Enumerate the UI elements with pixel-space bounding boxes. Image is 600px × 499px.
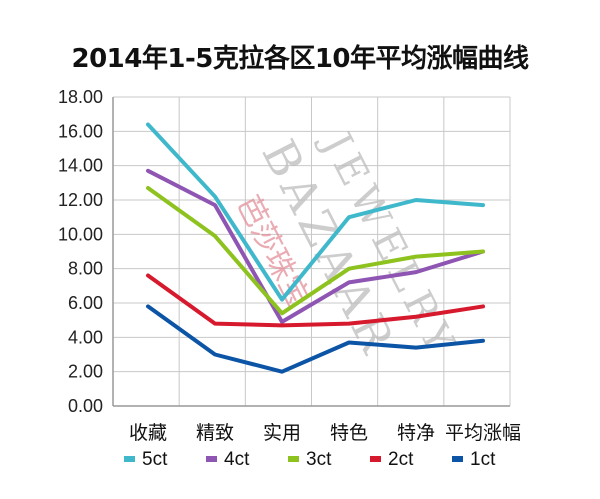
y-tick-label: 16.00	[58, 121, 103, 141]
chart-title: 2014年1-5克拉各区10年平均涨幅曲线	[71, 44, 529, 74]
x-tick-label: 精致	[196, 422, 234, 444]
y-tick-label: 18.00	[58, 87, 103, 107]
x-tick-label: 特净	[397, 422, 435, 444]
series-line-3ct	[146, 185, 485, 316]
y-tick-label: 10.00	[58, 224, 103, 244]
y-tick-label: 14.00	[58, 156, 103, 176]
y-tick-label: 0.00	[68, 396, 103, 416]
legend-label-3ct: 3ct	[306, 449, 332, 470]
y-tick-label: 2.00	[68, 362, 103, 382]
legend-swatch-2ct	[370, 456, 381, 462]
x-tick-label: 特色	[330, 422, 368, 444]
x-tick-label: 实用	[263, 422, 301, 444]
x-tick-label: 平均涨幅	[445, 422, 521, 444]
legend-label-4ct: 4ct	[224, 449, 250, 470]
series-line-4ct	[146, 168, 485, 324]
y-tick-label: 6.00	[68, 293, 103, 313]
series-line-2ct	[146, 273, 485, 328]
legend-swatch-5ct	[124, 456, 135, 462]
y-tick-label: 12.00	[58, 190, 103, 210]
series-line-5ct	[146, 122, 485, 302]
x-tick-label: 收藏	[129, 422, 167, 444]
legend-label-1ct: 1ct	[470, 449, 496, 470]
legend-swatch-1ct	[452, 456, 463, 462]
legend-label-5ct: 5ct	[142, 449, 168, 470]
y-tick-label: 4.00	[68, 327, 103, 347]
legend-swatch-4ct	[206, 456, 217, 462]
series-line-1ct	[146, 304, 485, 374]
legend-swatch-3ct	[288, 456, 299, 462]
y-tick-label: 8.00	[68, 259, 103, 279]
legend-label-2ct: 2ct	[388, 449, 414, 470]
